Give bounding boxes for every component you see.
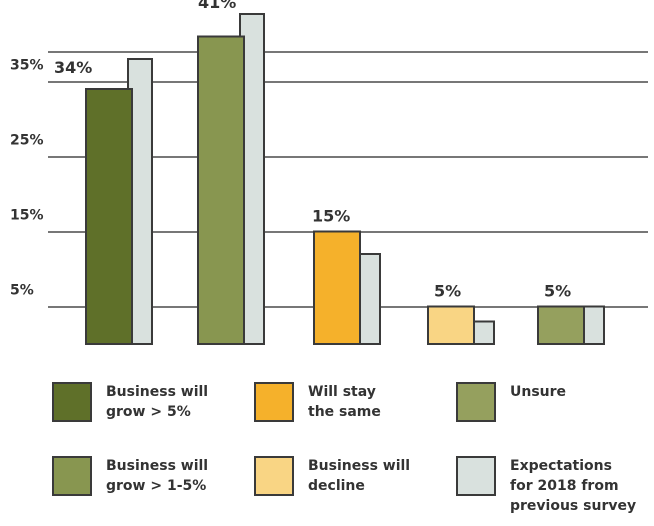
legend-label-unsure: Unsure xyxy=(510,384,567,400)
bar-current-will-stay-the-same xyxy=(313,230,361,345)
legend-label-grow-gt5: Business will grow > 5% xyxy=(106,384,209,420)
legend-label-same: Will stay the same xyxy=(308,384,381,420)
legend-item-unsure: Unsure xyxy=(456,382,654,422)
legend-item-decline: Business will decline xyxy=(254,456,458,496)
bar-current-business-will-grow-1-5 xyxy=(197,35,245,345)
bar-current-business-will-grow-5 xyxy=(85,88,133,345)
legend-item-previous: Expectations for 2018 from previous surv… xyxy=(456,456,654,516)
data-label-unsure: 5% xyxy=(544,282,571,301)
legend-label-decline: Business will decline xyxy=(308,458,411,494)
legend-swatch-previous xyxy=(456,456,496,496)
legend-swatch-grow-gt5 xyxy=(52,382,92,422)
bar-current-business-will-decline xyxy=(427,305,475,345)
data-label-business-will-decline: 5% xyxy=(434,282,461,301)
y-tick-label: 25% xyxy=(10,133,44,149)
data-label-business-will-grow-5: 34% xyxy=(54,58,92,77)
bar-chart: 35% 25% 15% 5% 34% 41% 15% 5% 5% xyxy=(10,0,648,345)
y-tick-label: 5% xyxy=(10,283,34,299)
legend-item-same: Will stay the same xyxy=(254,382,458,422)
chart-legend: Business will grow > 5% Will stay the sa… xyxy=(0,372,654,526)
legend-swatch-decline xyxy=(254,456,294,496)
legend-swatch-grow-1-5 xyxy=(52,456,92,496)
legend-label-grow-1-5: Business will grow > 1-5% xyxy=(106,458,209,494)
y-tick-label: 35% xyxy=(10,58,44,74)
y-tick-label: 15% xyxy=(10,208,44,224)
legend-item-grow-gt5: Business will grow > 5% xyxy=(52,382,256,422)
legend-item-grow-1-5: Business will grow > 1-5% xyxy=(52,456,256,496)
legend-swatch-same xyxy=(254,382,294,422)
data-label-will-stay-the-same: 15% xyxy=(312,207,350,226)
legend-label-previous: Expectations for 2018 from previous surv… xyxy=(510,458,637,514)
bar-current-unsure xyxy=(537,305,585,345)
data-label-business-will-grow-1-5: 41% xyxy=(198,0,236,12)
legend-swatch-unsure xyxy=(456,382,496,422)
